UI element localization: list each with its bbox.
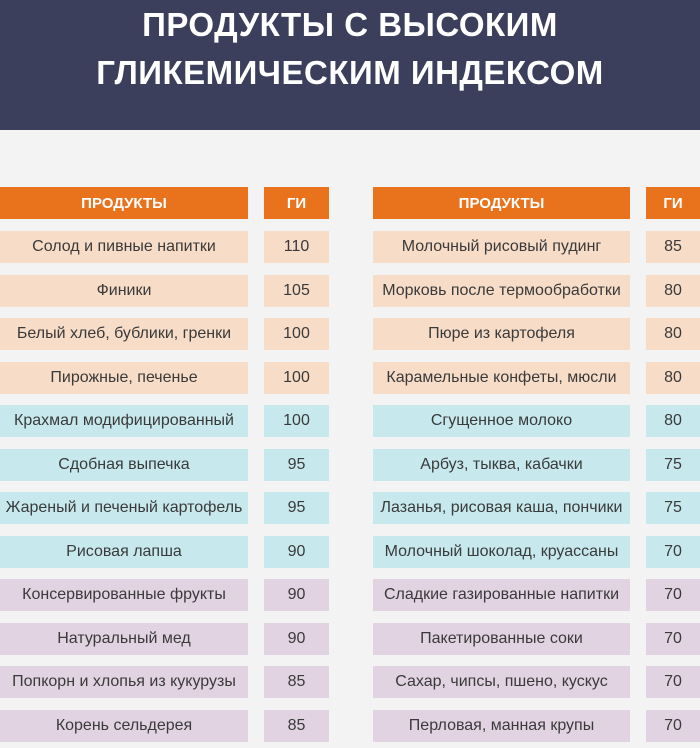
right-gi-cell: 75 xyxy=(646,492,700,524)
right-gi-cell: 80 xyxy=(646,275,700,307)
right-product-cell: Морковь после термообработки xyxy=(373,275,630,307)
right-gi-cell: 70 xyxy=(646,623,700,655)
left-gi-cell: 100 xyxy=(264,362,329,394)
left-product-cell: Жареный и печеный картофель xyxy=(0,492,248,524)
title-banner: ПРОДУКТЫ С ВЫСОКИМ ГЛИКЕМИЧЕСКИМ ИНДЕКСО… xyxy=(0,0,700,130)
left-gi-cell: 90 xyxy=(264,623,329,655)
right-product-cell: Сгущенное молоко xyxy=(373,405,630,437)
page-title-line-2: ГЛИКЕМИЧЕСКИМ ИНДЕКСОМ xyxy=(96,54,604,91)
right-gi-cell: 70 xyxy=(646,666,700,698)
left-gi-cell: 100 xyxy=(264,405,329,437)
left-product-cell: Финики xyxy=(0,275,248,307)
left-product-cell: Натуральный мед xyxy=(0,623,248,655)
right-product-cell: Лазанья, рисовая каша, пончики xyxy=(373,492,630,524)
left-gi-cell: 105 xyxy=(264,275,329,307)
right-gi-cell: 70 xyxy=(646,536,700,568)
right-gi-cell: 75 xyxy=(646,449,700,481)
right-product-cell: Молочный рисовый пудинг xyxy=(373,231,630,263)
left-product-cell: Корень сельдерея xyxy=(0,710,248,742)
right-gi-cell: 85 xyxy=(646,231,700,263)
right-product-cell: Карамельные конфеты, мюсли xyxy=(373,362,630,394)
left-gi-cell: 85 xyxy=(264,710,329,742)
left-gi-cell: 95 xyxy=(264,449,329,481)
left-product-cell: Консервированные фрукты xyxy=(0,579,248,611)
left-gi-cell: 85 xyxy=(264,666,329,698)
right-product-cell: Перловая, манная крупы xyxy=(373,710,630,742)
left-product-cell: Белый хлеб, бублики, гренки xyxy=(0,318,248,350)
right-product-cell: Сладкие газированные напитки xyxy=(373,579,630,611)
left-product-cell: Сдобная выпечка xyxy=(0,449,248,481)
right-gi-cell: 80 xyxy=(646,405,700,437)
page-title-line-1: ПРОДУКТЫ С ВЫСОКИМ xyxy=(142,6,558,43)
left-header-gi: ГИ xyxy=(264,187,329,219)
left-gi-cell: 90 xyxy=(264,579,329,611)
left-product-cell: Пирожные, печенье xyxy=(0,362,248,394)
left-product-cell: Рисовая лапша xyxy=(0,536,248,568)
right-gi-cell: 70 xyxy=(646,710,700,742)
right-gi-cell: 80 xyxy=(646,362,700,394)
right-header-products: ПРОДУКТЫ xyxy=(373,187,630,219)
right-gi-cell: 80 xyxy=(646,318,700,350)
left-product-cell: Попкорн и хлопья из кукурузы xyxy=(0,666,248,698)
right-gi-cell: 70 xyxy=(646,579,700,611)
left-product-cell: Солод и пивные напитки xyxy=(0,231,248,263)
left-gi-cell: 90 xyxy=(264,536,329,568)
right-product-cell: Молочный шоколад, круассаны xyxy=(373,536,630,568)
right-product-cell: Пакетированные соки xyxy=(373,623,630,655)
right-product-cell: Сахар, чипсы, пшено, кускус xyxy=(373,666,630,698)
left-gi-cell: 110 xyxy=(264,231,329,263)
left-header-products: ПРОДУКТЫ xyxy=(0,187,248,219)
left-gi-cell: 100 xyxy=(264,318,329,350)
left-product-cell: Крахмал модифицированный xyxy=(0,405,248,437)
left-gi-cell: 95 xyxy=(264,492,329,524)
right-product-cell: Пюре из картофеля xyxy=(373,318,630,350)
right-product-cell: Арбуз, тыква, кабачки xyxy=(373,449,630,481)
right-header-gi: ГИ xyxy=(646,187,700,219)
